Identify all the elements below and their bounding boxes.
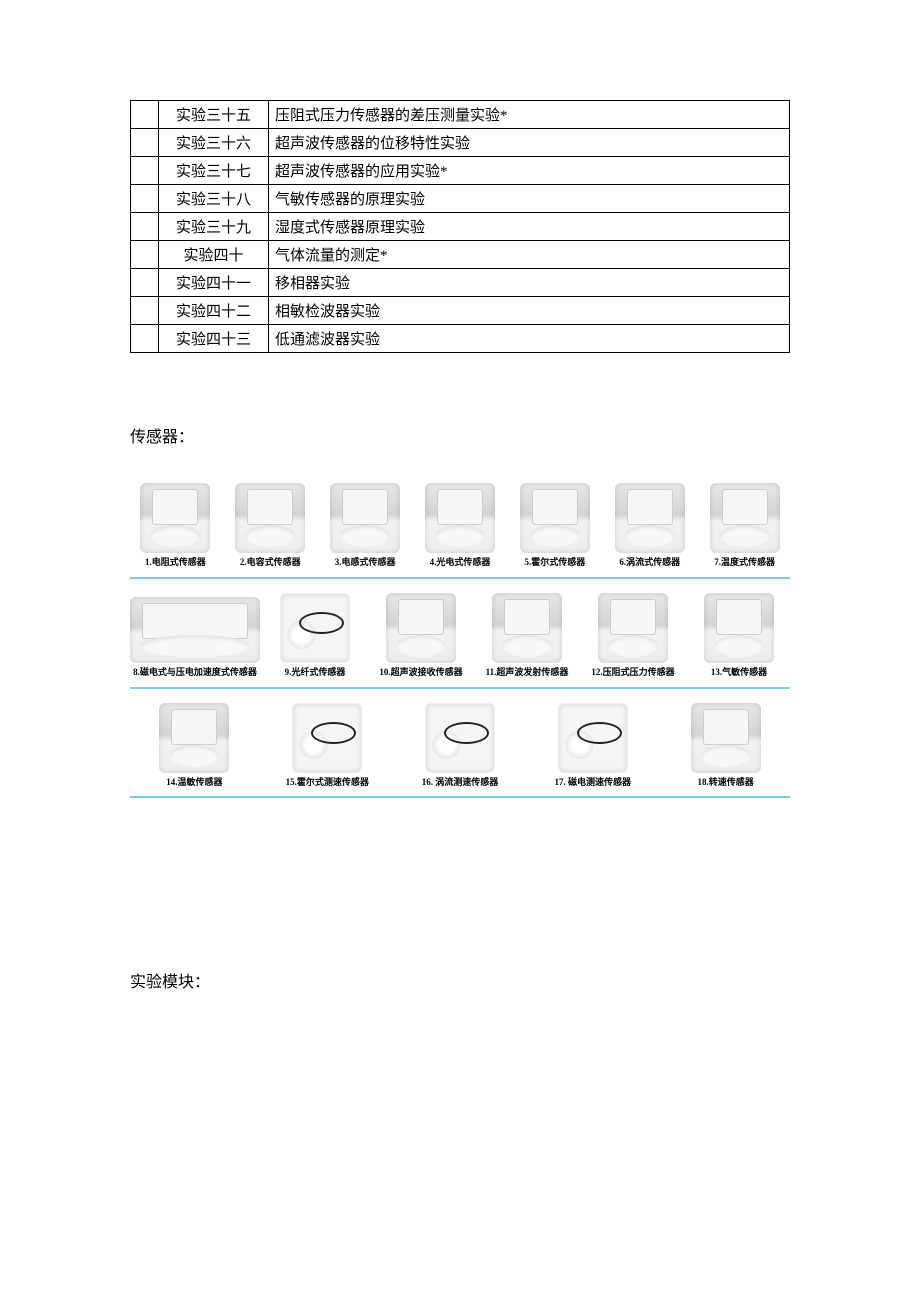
sensor-row-3: 14.温敏传感器 15.霍尔式测速传感器 16. 涡流测速传感器 17. 磁电测…: [130, 703, 790, 799]
cell-num: 实验四十二: [159, 297, 269, 325]
sensor-image-icon: [598, 593, 668, 663]
table-row: 实验三十八气敏传感器的原理实验: [131, 185, 790, 213]
sensor-item: 5.霍尔式传感器: [509, 483, 600, 568]
table-row: 实验三十六超声波传感器的位移特性实验: [131, 129, 790, 157]
sensor-row-2: 8.磁电式与压电加速度式传感器 9.光纤式传感器 10.超声波接收传感器 11.…: [130, 593, 790, 689]
sensor-item: 7.温度式传感器: [699, 483, 790, 568]
cell-desc: 气体流量的测定*: [269, 241, 790, 269]
sensor-caption: 6.涡流式传感器: [619, 557, 680, 568]
sensor-image-icon: [492, 593, 562, 663]
experiment-table: 实验三十五压阻式压力传感器的差压测量实验* 实验三十六超声波传感器的位移特性实验…: [130, 100, 790, 353]
cell-desc: 超声波传感器的应用实验*: [269, 157, 790, 185]
sensor-image-icon: [558, 703, 628, 773]
sensor-caption: 18.转速传感器: [697, 777, 753, 788]
sensor-caption: 3.电感式传感器: [335, 557, 396, 568]
table-row: 实验四十一移相器实验: [131, 269, 790, 297]
sensor-image-icon: [520, 483, 590, 553]
sensor-item: 4.光电式传感器: [415, 483, 506, 568]
cell-blank: [131, 297, 159, 325]
cell-blank: [131, 325, 159, 353]
sensor-caption: 15.霍尔式测速传感器: [286, 777, 369, 788]
sensor-section-label: 传感器：: [130, 423, 790, 447]
sensor-caption: 2.电容式传感器: [240, 557, 301, 568]
sensor-caption: 1.电阻式传感器: [145, 557, 206, 568]
cell-num: 实验四十一: [159, 269, 269, 297]
sensor-image-icon: [386, 593, 456, 663]
sensor-image-icon: [140, 483, 210, 553]
sensor-item: 15.霍尔式测速传感器: [263, 703, 392, 788]
cell-blank: [131, 185, 159, 213]
table-row: 实验四十气体流量的测定*: [131, 241, 790, 269]
sensor-item: 10.超声波接收传感器: [370, 593, 472, 678]
table-row: 实验三十五压阻式压力传感器的差压测量实验*: [131, 101, 790, 129]
cell-blank: [131, 157, 159, 185]
sensor-item: 13.气敏传感器: [688, 593, 790, 678]
sensor-item: 2.电容式传感器: [225, 483, 316, 568]
cell-num: 实验三十五: [159, 101, 269, 129]
sensor-caption: 10.超声波接收传感器: [379, 667, 462, 678]
cell-num: 实验三十八: [159, 185, 269, 213]
sensor-caption: 13.气敏传感器: [711, 667, 767, 678]
table-row: 实验三十九湿度式传感器原理实验: [131, 213, 790, 241]
cell-blank: [131, 241, 159, 269]
sensor-section: 传感器： 1.电阻式传感器 2.电容式传感器 3.电感式传感器 4.光电式传感器…: [130, 423, 790, 798]
sensor-item: 11.超声波发射传感器: [476, 593, 578, 678]
sensor-item: 17. 磁电测速传感器: [528, 703, 657, 788]
sensor-caption: 11.超声波发射传感器: [486, 667, 569, 678]
sensor-image-icon: [235, 483, 305, 553]
cell-num: 实验三十七: [159, 157, 269, 185]
sensor-caption: 8.磁电式与压电加速度式传感器: [133, 667, 257, 678]
sensor-row-1: 1.电阻式传感器 2.电容式传感器 3.电感式传感器 4.光电式传感器 5.霍尔…: [130, 483, 790, 579]
sensor-image-icon: [425, 703, 495, 773]
sensor-image-icon: [710, 483, 780, 553]
sensor-caption: 12.压阻式压力传感器: [591, 667, 674, 678]
table-row: 实验三十七超声波传感器的应用实验*: [131, 157, 790, 185]
cell-blank: [131, 213, 159, 241]
cell-desc: 低通滤波器实验: [269, 325, 790, 353]
experiment-table-body: 实验三十五压阻式压力传感器的差压测量实验* 实验三十六超声波传感器的位移特性实验…: [131, 101, 790, 353]
cell-blank: [131, 269, 159, 297]
sensor-caption: 16. 涡流测速传感器: [422, 777, 499, 788]
sensor-image-icon: [159, 703, 229, 773]
sensor-caption: 9.光纤式传感器: [285, 667, 346, 678]
sensor-caption: 17. 磁电测速传感器: [555, 777, 632, 788]
module-section-label: 实验模块：: [130, 968, 790, 992]
table-row: 实验四十三低通滤波器实验: [131, 325, 790, 353]
sensor-item: 16. 涡流测速传感器: [396, 703, 525, 788]
sensor-item: 3.电感式传感器: [320, 483, 411, 568]
cell-desc: 气敏传感器的原理实验: [269, 185, 790, 213]
sensor-item: 8.磁电式与压电加速度式传感器: [130, 597, 260, 678]
sensor-image-icon: [330, 483, 400, 553]
cell-desc: 移相器实验: [269, 269, 790, 297]
sensor-item: 12.压阻式压力传感器: [582, 593, 684, 678]
sensor-caption: 4.光电式传感器: [430, 557, 491, 568]
sensor-image-icon: [704, 593, 774, 663]
cell-num: 实验三十六: [159, 129, 269, 157]
cell-num: 实验四十: [159, 241, 269, 269]
cell-desc: 压阻式压力传感器的差压测量实验*: [269, 101, 790, 129]
cell-desc: 超声波传感器的位移特性实验: [269, 129, 790, 157]
sensor-item: 6.涡流式传感器: [604, 483, 695, 568]
sensor-image-icon: [280, 593, 350, 663]
sensor-item: 1.电阻式传感器: [130, 483, 221, 568]
table-row: 实验四十二相敏检波器实验: [131, 297, 790, 325]
sensor-caption: 7.温度式传感器: [714, 557, 775, 568]
sensor-image-icon: [615, 483, 685, 553]
sensor-caption: 5.霍尔式传感器: [524, 557, 585, 568]
sensor-item: 18.转速传感器: [661, 703, 790, 788]
cell-desc: 相敏检波器实验: [269, 297, 790, 325]
sensor-item: 9.光纤式传感器: [264, 593, 366, 678]
cell-blank: [131, 101, 159, 129]
sensor-item: 14.温敏传感器: [130, 703, 259, 788]
sensor-image-icon: [425, 483, 495, 553]
cell-desc: 湿度式传感器原理实验: [269, 213, 790, 241]
sensor-image-icon: [130, 597, 260, 663]
sensor-image-icon: [691, 703, 761, 773]
cell-num: 实验三十九: [159, 213, 269, 241]
cell-blank: [131, 129, 159, 157]
sensor-caption: 14.温敏传感器: [166, 777, 222, 788]
sensor-image-icon: [292, 703, 362, 773]
cell-num: 实验四十三: [159, 325, 269, 353]
